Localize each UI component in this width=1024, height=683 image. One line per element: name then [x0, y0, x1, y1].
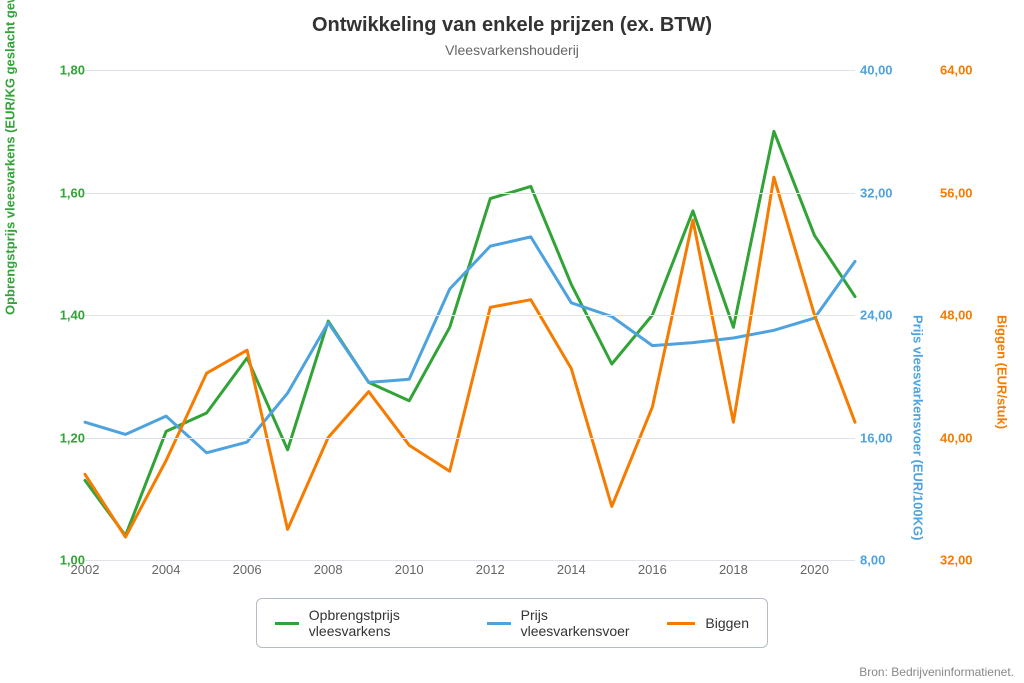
xtick: 2012	[476, 562, 505, 577]
credit-text: Bron: Bedrijveninformatienet.	[859, 665, 1014, 679]
plot-area	[85, 70, 855, 561]
xtick: 2010	[395, 562, 424, 577]
gridline	[85, 560, 855, 561]
xtick: 2020	[800, 562, 829, 577]
xtick: 2018	[719, 562, 748, 577]
xtick: 2014	[557, 562, 586, 577]
ytick-right2: 48,00	[940, 309, 973, 322]
ytick-right1: 16,00	[860, 431, 893, 444]
xtick: 2008	[314, 562, 343, 577]
chart-title: Ontwikkeling van enkele prijzen (ex. BTW…	[0, 14, 1024, 37]
y-axis-right1-label: Prijs vleesvarkensvoer (EUR/100KG)	[911, 315, 926, 540]
legend-item-opbrengst: Opbrengstprijs vleesvarkens	[275, 607, 459, 639]
gridline	[85, 438, 855, 439]
gridline	[85, 70, 855, 71]
y-axis-right2-label: Biggen (EUR/stuk)	[995, 315, 1010, 429]
series-line	[85, 177, 855, 537]
xtick: 2006	[233, 562, 262, 577]
xtick: 2004	[152, 562, 181, 577]
ytick-right2: 56,00	[940, 186, 973, 199]
y-axis-right1-ticks: 8,0016,0024,0032,0040,00	[860, 70, 910, 560]
ytick-left: 1,20	[60, 431, 85, 444]
legend-item-voer: Prijs vleesvarkensvoer	[487, 607, 640, 639]
gridline	[85, 193, 855, 194]
ytick-right2: 32,00	[940, 554, 973, 567]
chart-container: Ontwikkeling van enkele prijzen (ex. BTW…	[0, 0, 1024, 683]
legend-label-biggen: Biggen	[705, 615, 749, 631]
gridline	[85, 315, 855, 316]
legend: Opbrengstprijs vleesvarkens Prijs vleesv…	[256, 598, 768, 648]
xtick: 2016	[638, 562, 667, 577]
ytick-right1: 32,00	[860, 186, 893, 199]
ytick-right1: 24,00	[860, 309, 893, 322]
ytick-right1: 8,00	[860, 554, 885, 567]
ytick-right1: 40,00	[860, 64, 893, 77]
ytick-left: 1,60	[60, 186, 85, 199]
legend-line-opbrengst	[275, 622, 299, 625]
legend-label-voer: Prijs vleesvarkensvoer	[521, 607, 640, 639]
ytick-left: 1,40	[60, 309, 85, 322]
legend-label-opbrengst: Opbrengstprijs vleesvarkens	[309, 607, 459, 639]
legend-item-biggen: Biggen	[667, 615, 749, 631]
y-axis-left-label: Opbrengstprijs vleesvarkens (EUR/KG gesl…	[3, 0, 18, 315]
x-axis-ticks: 2002200420062008201020122014201620182020	[85, 562, 855, 582]
ytick-right2: 40,00	[940, 431, 973, 444]
ytick-right2: 64,00	[940, 64, 973, 77]
legend-line-biggen	[667, 622, 695, 625]
ytick-left: 1,80	[60, 64, 85, 77]
legend-line-voer	[487, 622, 511, 625]
y-axis-left-ticks: 1,001,201,401,601,80	[45, 70, 85, 560]
chart-subtitle: Vleesvarkenshouderij	[0, 42, 1024, 58]
series-line	[85, 237, 855, 453]
xtick: 2002	[71, 562, 100, 577]
y-axis-right2-ticks: 32,0040,0048,0056,0064,00	[940, 70, 990, 560]
